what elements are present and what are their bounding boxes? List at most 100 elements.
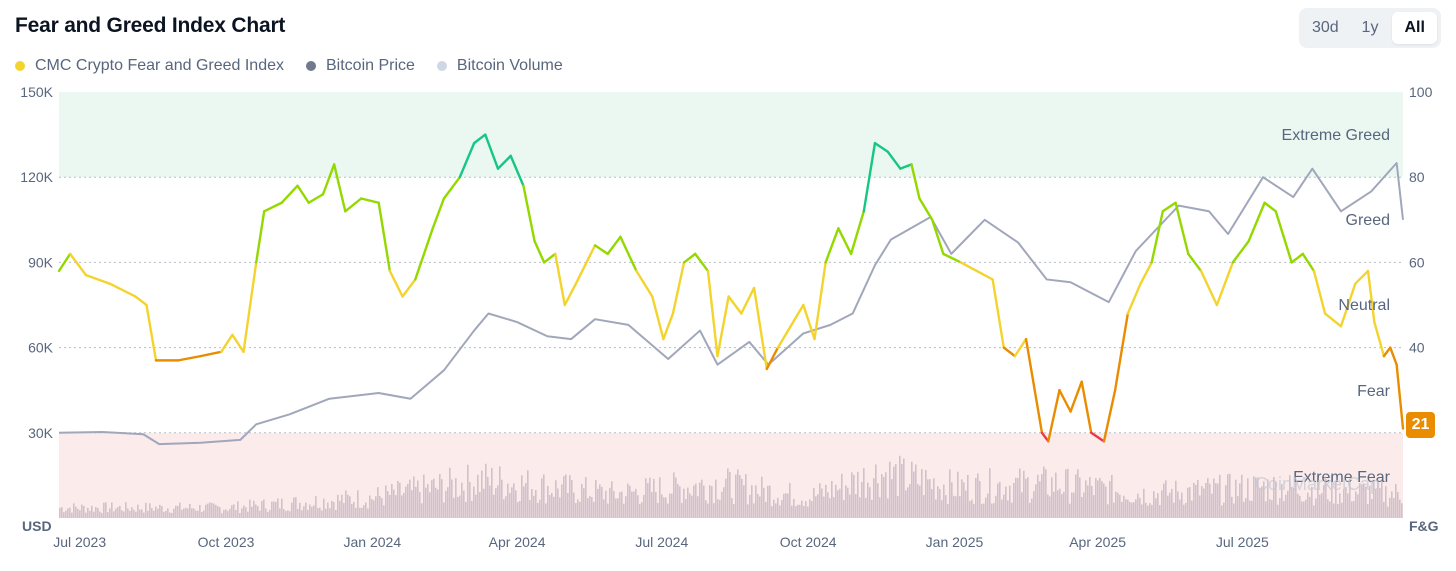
- volume-bar: [1101, 481, 1103, 518]
- volume-bar: [1207, 478, 1209, 518]
- volume-bar: [363, 505, 365, 518]
- volume-bar: [781, 500, 783, 518]
- volume-bar: [539, 499, 541, 518]
- legend-item-fear-greed[interactable]: CMC Crypto Fear and Greed Index: [15, 57, 284, 75]
- volume-bar: [1285, 494, 1287, 518]
- volume-bar: [99, 511, 101, 518]
- volume-bar: [843, 500, 845, 518]
- volume-bar: [1315, 498, 1317, 518]
- volume-bar: [325, 508, 327, 518]
- volume-bar: [1139, 497, 1141, 518]
- volume-bar: [409, 479, 411, 518]
- volume-bar: [553, 496, 555, 518]
- volume-bar: [1059, 488, 1061, 518]
- volume-bar: [431, 480, 433, 518]
- volume-bar: [1309, 496, 1311, 518]
- volume-bar: [1267, 479, 1269, 518]
- x-tick-label: Jan 2024: [344, 534, 402, 550]
- volume-bar: [797, 504, 799, 518]
- fear-greed-segment: [231, 333, 245, 354]
- volume-bar: [1165, 480, 1167, 518]
- volume-bar: [1371, 498, 1373, 518]
- volume-bar: [1237, 496, 1239, 518]
- volume-bar: [957, 471, 959, 518]
- volume-bar: [505, 496, 507, 518]
- volume-bar: [91, 505, 93, 518]
- volume-bar: [1103, 483, 1105, 518]
- volume-bar: [1123, 495, 1125, 518]
- fear-greed-segment: [1058, 389, 1072, 413]
- volume-bar: [501, 479, 503, 518]
- volume-bar: [707, 503, 709, 518]
- volume-bar: [785, 493, 787, 518]
- legend-item-bitcoin-price[interactable]: Bitcoin Price: [306, 57, 415, 75]
- volume-bar: [1195, 484, 1197, 518]
- volume-bar: [127, 508, 129, 518]
- volume-bar: [1001, 499, 1003, 518]
- volume-bar: [241, 508, 243, 518]
- volume-bar: [1339, 493, 1341, 518]
- volume-bar: [257, 506, 259, 518]
- volume-bar: [905, 490, 907, 518]
- y-left-tick-label: 30K: [28, 425, 54, 441]
- volume-bar: [457, 496, 459, 518]
- volume-bar: [1299, 495, 1301, 518]
- range-1y-button[interactable]: 1y: [1361, 19, 1379, 36]
- volume-bar: [949, 469, 951, 518]
- volume-bar: [1141, 504, 1143, 518]
- volume-bar: [365, 502, 367, 518]
- volume-bar: [379, 495, 381, 518]
- volume-bar: [821, 488, 823, 518]
- volume-bar: [811, 501, 813, 518]
- volume-bar: [1243, 501, 1245, 518]
- volume-bar: [745, 474, 747, 518]
- volume-bar: [213, 503, 215, 518]
- volume-bar: [1217, 483, 1219, 518]
- y-left-tick-label: 150K: [20, 84, 53, 100]
- volume-bar: [877, 483, 879, 518]
- volume-bar: [791, 505, 793, 518]
- fear-greed-segment: [255, 210, 266, 264]
- x-tick-label: Oct 2023: [198, 534, 255, 550]
- fear-greed-segment: [1126, 282, 1142, 315]
- volume-bar: [765, 501, 767, 518]
- volume-bar: [653, 478, 655, 518]
- volume-bar: [547, 485, 549, 518]
- fear-greed-segment: [1113, 312, 1130, 392]
- volume-bar: [63, 512, 65, 518]
- volume-bar: [579, 501, 581, 518]
- volume-bar: [925, 469, 927, 518]
- volume-bar: [151, 508, 153, 518]
- volume-bar: [1341, 502, 1343, 518]
- volume-bar: [983, 503, 985, 518]
- volume-bar: [427, 484, 429, 518]
- range-30d-button[interactable]: 30d: [1311, 19, 1339, 36]
- volume-bar: [855, 494, 857, 518]
- fear-greed-segment: [84, 273, 112, 285]
- volume-bar: [737, 469, 739, 518]
- volume-bar: [265, 508, 267, 518]
- volume-bar: [947, 503, 949, 518]
- volume-bar: [179, 502, 181, 518]
- volume-bar: [1357, 494, 1359, 518]
- volume-bar: [1255, 477, 1257, 518]
- volume-bar: [1133, 502, 1135, 518]
- volume-bar: [1047, 494, 1049, 518]
- legend-item-bitcoin-volume[interactable]: Bitcoin Volume: [436, 57, 563, 75]
- volume-bar: [1335, 480, 1337, 518]
- volume-bar: [733, 504, 735, 518]
- volume-bar: [763, 487, 765, 518]
- volume-bar: [205, 504, 207, 518]
- fear-greed-segment: [1263, 201, 1277, 213]
- volume-bar: [799, 504, 801, 518]
- volume-bar: [1091, 485, 1093, 518]
- volume-bar: [1245, 498, 1247, 518]
- volume-bar: [561, 484, 563, 518]
- volume-bar: [1067, 468, 1069, 518]
- volume-bar: [435, 487, 437, 518]
- volume-bar: [719, 499, 721, 518]
- volume-bar: [1159, 505, 1161, 518]
- range-all-button[interactable]: All: [1392, 12, 1438, 44]
- volume-bar: [1149, 503, 1151, 518]
